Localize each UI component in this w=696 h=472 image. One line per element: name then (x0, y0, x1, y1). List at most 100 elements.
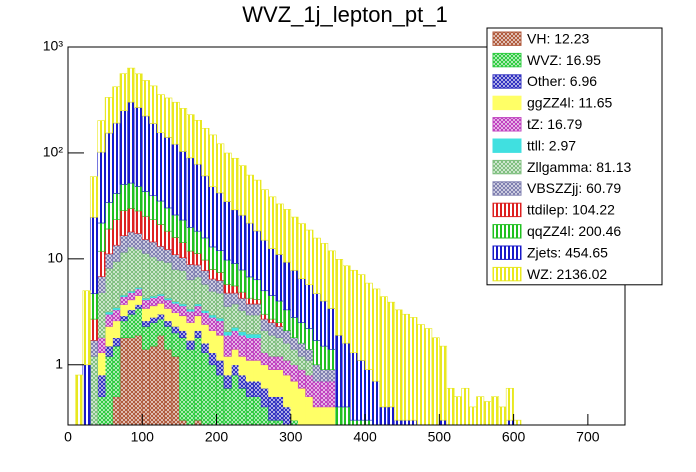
bar-segment (141, 239, 150, 254)
bar-segment (387, 406, 396, 425)
bar-segment (127, 246, 136, 292)
bar-segment (104, 313, 113, 327)
bar-segment (127, 208, 136, 233)
bar-segment (253, 279, 262, 300)
bar-segment (134, 73, 143, 108)
bar-segment (201, 284, 210, 311)
bar-segment (305, 284, 314, 329)
bar-segment (245, 380, 254, 397)
bar-segment (104, 253, 113, 269)
bar-segment (335, 334, 344, 408)
bar-segment (89, 176, 99, 218)
chart-title: WVZ_1j_lepton_pt_1 (242, 2, 447, 27)
bar-segment (134, 210, 143, 234)
bar-segment (283, 209, 292, 263)
bar-segment (156, 303, 165, 315)
bar-segment (156, 318, 165, 336)
bar-segment (253, 333, 262, 339)
bar-segment (97, 396, 106, 425)
bar-segment (104, 202, 113, 230)
bar-segment (112, 193, 121, 220)
bar-segment (312, 380, 321, 408)
bar-segment (290, 419, 299, 425)
bar-segment (201, 259, 210, 271)
x-tick-label: 500 (428, 429, 452, 445)
bar-segment (193, 253, 202, 266)
bar-segment (193, 337, 202, 421)
bar-segment (231, 364, 240, 376)
bar-segment (201, 324, 210, 344)
bar-segment (238, 291, 247, 299)
bar-segment (253, 360, 262, 382)
legend-swatch (492, 266, 522, 282)
bar-segment (208, 364, 217, 425)
bar-segment (179, 337, 188, 421)
bar-segment (275, 326, 284, 339)
bar-segment (119, 210, 128, 236)
bar-segment (171, 214, 180, 238)
bar-segment (223, 331, 232, 336)
bar-segment (119, 110, 128, 185)
bar-segment (253, 380, 262, 397)
bar-segment (193, 305, 202, 317)
bar-segment (104, 356, 113, 425)
bar-segment (297, 278, 306, 323)
bar-segment (164, 249, 173, 263)
bar-segment (349, 352, 358, 421)
bar-segment (283, 406, 292, 425)
bar-segment (186, 264, 195, 281)
bar-segment (305, 396, 314, 425)
bar-segment (186, 157, 195, 228)
bar-segment (231, 374, 240, 425)
legend-label: VBSZZjj: 60.79 (527, 180, 621, 196)
bar-segment (164, 262, 173, 299)
bar-segment (89, 356, 99, 425)
bar-segment (141, 253, 150, 299)
bar-segment (149, 85, 158, 124)
bar-segment (320, 300, 329, 347)
bar-segment (297, 387, 306, 425)
y-tick-label: 10 (47, 250, 63, 266)
bar-segment (201, 128, 210, 177)
bar-segment (231, 330, 240, 350)
bar-segment (327, 380, 336, 408)
bar-segment (179, 219, 188, 243)
legend-swatch (492, 245, 522, 260)
bar-segment (320, 406, 329, 425)
bar-segment (186, 227, 195, 252)
bar-segment (112, 396, 121, 425)
bar-segment (238, 374, 247, 389)
bar-segment (223, 374, 232, 389)
bar-segment (275, 337, 284, 357)
bar-segment (179, 330, 188, 339)
bar-segment (112, 122, 121, 194)
bar-segment (179, 242, 188, 259)
x-tick-label: 700 (576, 429, 600, 445)
bar-segment (290, 317, 299, 339)
bar-segment (156, 295, 165, 304)
bar-segment (179, 419, 188, 425)
bar-segment (119, 304, 128, 317)
bar-segment (149, 219, 158, 243)
bar-segment (223, 306, 232, 333)
bar-segment (446, 387, 455, 425)
bar-segment (149, 345, 158, 425)
bar-segment (141, 115, 150, 192)
bar-segment (320, 380, 329, 408)
bar-segment (127, 313, 136, 339)
bar-segment (104, 326, 113, 347)
bar-segment (231, 303, 240, 328)
bar-segment (119, 184, 128, 211)
bar-segment (208, 330, 217, 353)
bar-segment (149, 241, 158, 258)
bar-segment (171, 356, 180, 425)
bar-segment (416, 324, 425, 425)
bar-segment (127, 67, 136, 103)
bar-segment (141, 299, 150, 309)
bar-segment (268, 318, 277, 323)
bar-segment (119, 320, 128, 339)
bar-segment (127, 337, 136, 425)
bar-segment (379, 296, 388, 408)
bar-segment (216, 292, 225, 319)
bar-segment (424, 328, 433, 425)
